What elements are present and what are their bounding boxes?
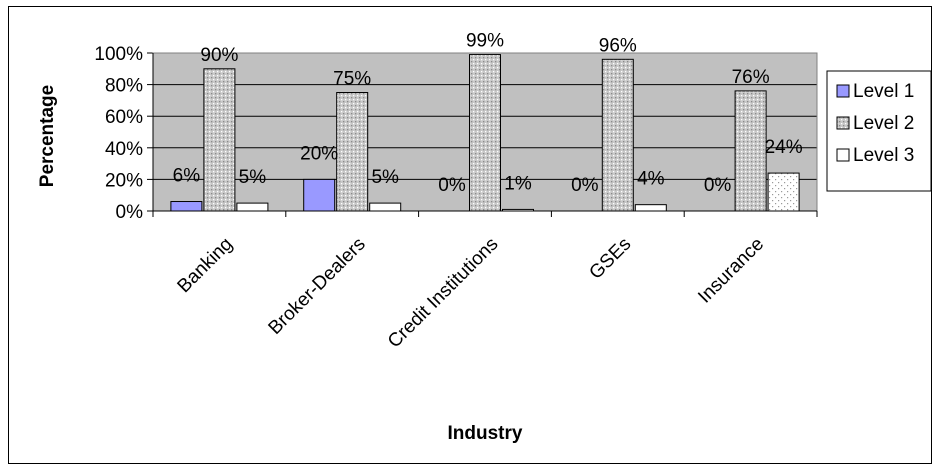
data-label: 0% — [571, 175, 599, 196]
data-label: 99% — [466, 31, 504, 52]
legend-label: Level 3 — [853, 145, 914, 166]
bar-level-3 — [634, 204, 667, 212]
x-category-labels: Banking Broker-Dealers Credit Institutions… — [174, 234, 769, 353]
bar-level-2 — [203, 68, 236, 212]
bar-level-2 — [734, 90, 767, 212]
y-tick-label: 40% — [105, 139, 143, 160]
data-label: 0% — [438, 175, 466, 196]
x-category-label: Insurance — [694, 234, 768, 308]
y-tick-labels: 0% 20% 40% 60% 80% 100% — [94, 44, 143, 223]
bar-level-3 — [369, 202, 402, 212]
data-label: 5% — [371, 167, 399, 188]
bar-level-2 — [336, 92, 369, 212]
data-label: 5% — [239, 167, 267, 188]
data-labels: 6% 90% 5% 20% 75% 5% 0% 99% 1% 0% 96% 4% 0% 76% 24% — [173, 31, 803, 196]
legend-label: Level 1 — [853, 81, 914, 102]
data-label: 75% — [333, 69, 371, 90]
y-tick-label: 60% — [105, 107, 143, 128]
data-label: 76% — [732, 67, 770, 88]
data-label: 4% — [637, 169, 665, 190]
data-label: 96% — [599, 35, 637, 56]
bars — [170, 54, 800, 212]
x-category-label: GSEs — [585, 234, 635, 284]
legend-swatch — [836, 148, 850, 162]
x-category-label: Broker-Dealers — [265, 234, 370, 339]
y-tick-label: 20% — [105, 170, 143, 191]
x-axis-title: Industry — [448, 423, 523, 444]
y-tick-label: 80% — [105, 76, 143, 97]
chart-frame: 0% 20% 40% 60% 80% 100% Banking Broker-Dealers… — [8, 6, 932, 464]
y-tick-label: 100% — [94, 44, 143, 65]
legend-swatch — [836, 84, 850, 98]
data-label: 24% — [765, 137, 803, 158]
axes — [147, 52, 818, 217]
legend: Level 1 Level 2 Level 3 — [826, 70, 932, 192]
legend-swatch — [836, 116, 850, 130]
data-label: 0% — [704, 175, 732, 196]
x-category-label: Banking — [174, 234, 237, 297]
data-label: 90% — [200, 45, 238, 66]
legend-label: Level 2 — [853, 113, 914, 134]
bar-level-3 — [767, 172, 800, 212]
x-category-label: Credit Institutions — [384, 234, 503, 353]
bar-level-2 — [601, 58, 634, 212]
data-label: 1% — [504, 173, 532, 194]
y-axis-title: Percentage — [37, 85, 58, 187]
bar-level-2 — [469, 54, 501, 212]
y-tick-label: 0% — [116, 202, 144, 223]
data-label: 6% — [173, 166, 201, 187]
bar-level-1 — [303, 178, 336, 212]
bar-chart: 0% 20% 40% 60% 80% 100% Banking Broker-Dealers… — [37, 31, 932, 444]
bar-level-1 — [170, 201, 203, 212]
data-label: 20% — [300, 143, 338, 164]
bar-level-3 — [236, 202, 269, 212]
